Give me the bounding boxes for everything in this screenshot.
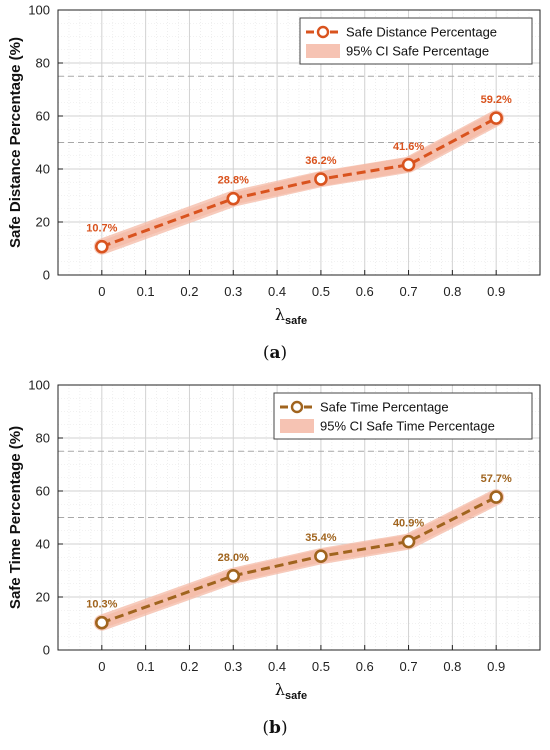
chart1-y-axis-label: Safe Time Percentage (%): [7, 426, 24, 609]
chart0-data-label: 41.6%: [393, 141, 424, 153]
chart0-data-label: 36.2%: [305, 155, 336, 167]
chart1-data-point: [489, 490, 503, 504]
chart-a-svg: 10.7% 28.8% 36.2% 41.6% 59.2% 0 20 40 60 80 100 0 0.…: [7, 3, 541, 363]
chart0-axes-frame: [57, 9, 541, 276]
chart1-axes-frame: [57, 384, 541, 651]
chart1-x-tick-label: 0.1: [137, 659, 155, 674]
chart0-data-point: [314, 172, 328, 186]
chart0-data-label: 59.2%: [481, 94, 512, 106]
chart0-legend: Safe Distance Percentage 95% CI Safe Perc…: [299, 17, 533, 65]
chart0-data-label: 10.7%: [86, 223, 117, 235]
chart0-x-tick-label: 0.2: [180, 284, 198, 299]
chart0-data-point: [489, 111, 503, 125]
chart1-x-tick-label: 0.7: [400, 659, 418, 674]
chart0-x-tick-label: 0.8: [443, 284, 461, 299]
chart1-x-tick-label: 0.6: [356, 659, 374, 674]
chart1-x-tick-label: 0.4: [268, 659, 286, 674]
chart1-x-tick-label: 0.5: [312, 659, 330, 674]
chart0-y-tick-label: 100: [28, 3, 50, 18]
chart1-data-label: 10.3%: [86, 599, 117, 611]
chart1-x-axis-label: λsafe: [275, 680, 307, 702]
chart0-x-tick-label: 0.4: [268, 284, 286, 299]
chart0-x-tick-label: 0.7: [400, 284, 418, 299]
chart1-data-point: [226, 569, 241, 583]
chart0-x-tick-label: 0.1: [137, 284, 155, 299]
chart1-legend-series-marker: [290, 400, 304, 414]
chart0-legend-series-label: Safe Distance Percentage: [346, 25, 497, 40]
chart1-legend-series-label: Safe Time Percentage: [320, 400, 449, 415]
chart1-x-tick-label: 0.2: [180, 659, 198, 674]
chart0-caption: (a): [263, 343, 287, 363]
chart0-x-tick-label: 0.3: [224, 284, 242, 299]
chart0-x-tick-label: 0.9: [487, 284, 505, 299]
chart0-x-tick-label: 0: [98, 284, 105, 299]
chart1-data-point: [314, 549, 328, 563]
chart0-y-tick-label: 80: [36, 56, 50, 71]
chart0-y-tick-label: 60: [36, 109, 50, 124]
chart1-x-tick-label: 0: [98, 659, 105, 674]
chart1-data-label: 28.0%: [218, 552, 249, 564]
chart0-legend-series-marker: [316, 25, 330, 39]
chart1-x-tick-label: 0.3: [224, 659, 242, 674]
chart1-y-tick-label: 40: [36, 537, 50, 552]
chart1-y-tick-label: 0: [43, 643, 50, 658]
chart0-x-tick-label: 0.5: [312, 284, 330, 299]
chart1-y-tick-label: 60: [36, 484, 50, 499]
chart1-y-tick-label: 80: [36, 431, 50, 446]
chart1-data-label: 35.4%: [305, 532, 336, 544]
chart1-legend: Safe Time Percentage 95% CI Safe Time Per…: [273, 392, 533, 440]
chart1-data-label: 40.9%: [393, 518, 424, 530]
chart0-legend-band-label: 95% CI Safe Percentage: [346, 44, 489, 59]
chart1-legend-band-label: 95% CI Safe Time Percentage: [320, 419, 495, 434]
chart1-x-tick-label: 0.8: [443, 659, 461, 674]
chart-panel-b: 10.3% 28.0% 35.4% 40.9% 57.7% 0 20 40 60 80 100 0 0.…: [0, 375, 550, 750]
chart1-y-tick-label: 100: [28, 378, 50, 393]
chart0-data-point: [95, 239, 109, 254]
chart0-data-point: [226, 191, 241, 206]
chart1-data-label: 57.7%: [481, 473, 512, 485]
chart0-data-point: [401, 157, 416, 172]
chart0-y-axis-label: Safe Distance Percentage (%): [7, 37, 24, 248]
chart-panel-a: 10.7% 28.8% 36.2% 41.6% 59.2% 0 20 40 60 80 100 0 0.…: [7, 3, 541, 363]
chart1-x-tick-label: 0.9: [487, 659, 505, 674]
chart1-y-tick-label: 20: [36, 590, 50, 605]
chart0-legend-band-swatch: [306, 44, 340, 58]
chart1-caption: (b): [262, 718, 287, 738]
chart1-data-point: [401, 534, 416, 549]
chart-b-svg: 10.3% 28.0% 35.4% 40.9% 57.7% 0 20 40 60 80 100 0 0.…: [7, 378, 541, 738]
chart0-x-tick-label: 0.6: [356, 284, 374, 299]
chart1-legend-box: [273, 392, 533, 440]
chart0-y-tick-label: 0: [43, 268, 50, 283]
chart1-data-point: [95, 615, 109, 630]
chart0-y-tick-label: 20: [36, 215, 50, 230]
chart0-x-axis-label: λsafe: [275, 305, 307, 327]
chart1-legend-band-swatch: [280, 419, 314, 433]
chart0-y-tick-label: 40: [36, 162, 50, 177]
chart0-data-label: 28.8%: [218, 175, 249, 187]
